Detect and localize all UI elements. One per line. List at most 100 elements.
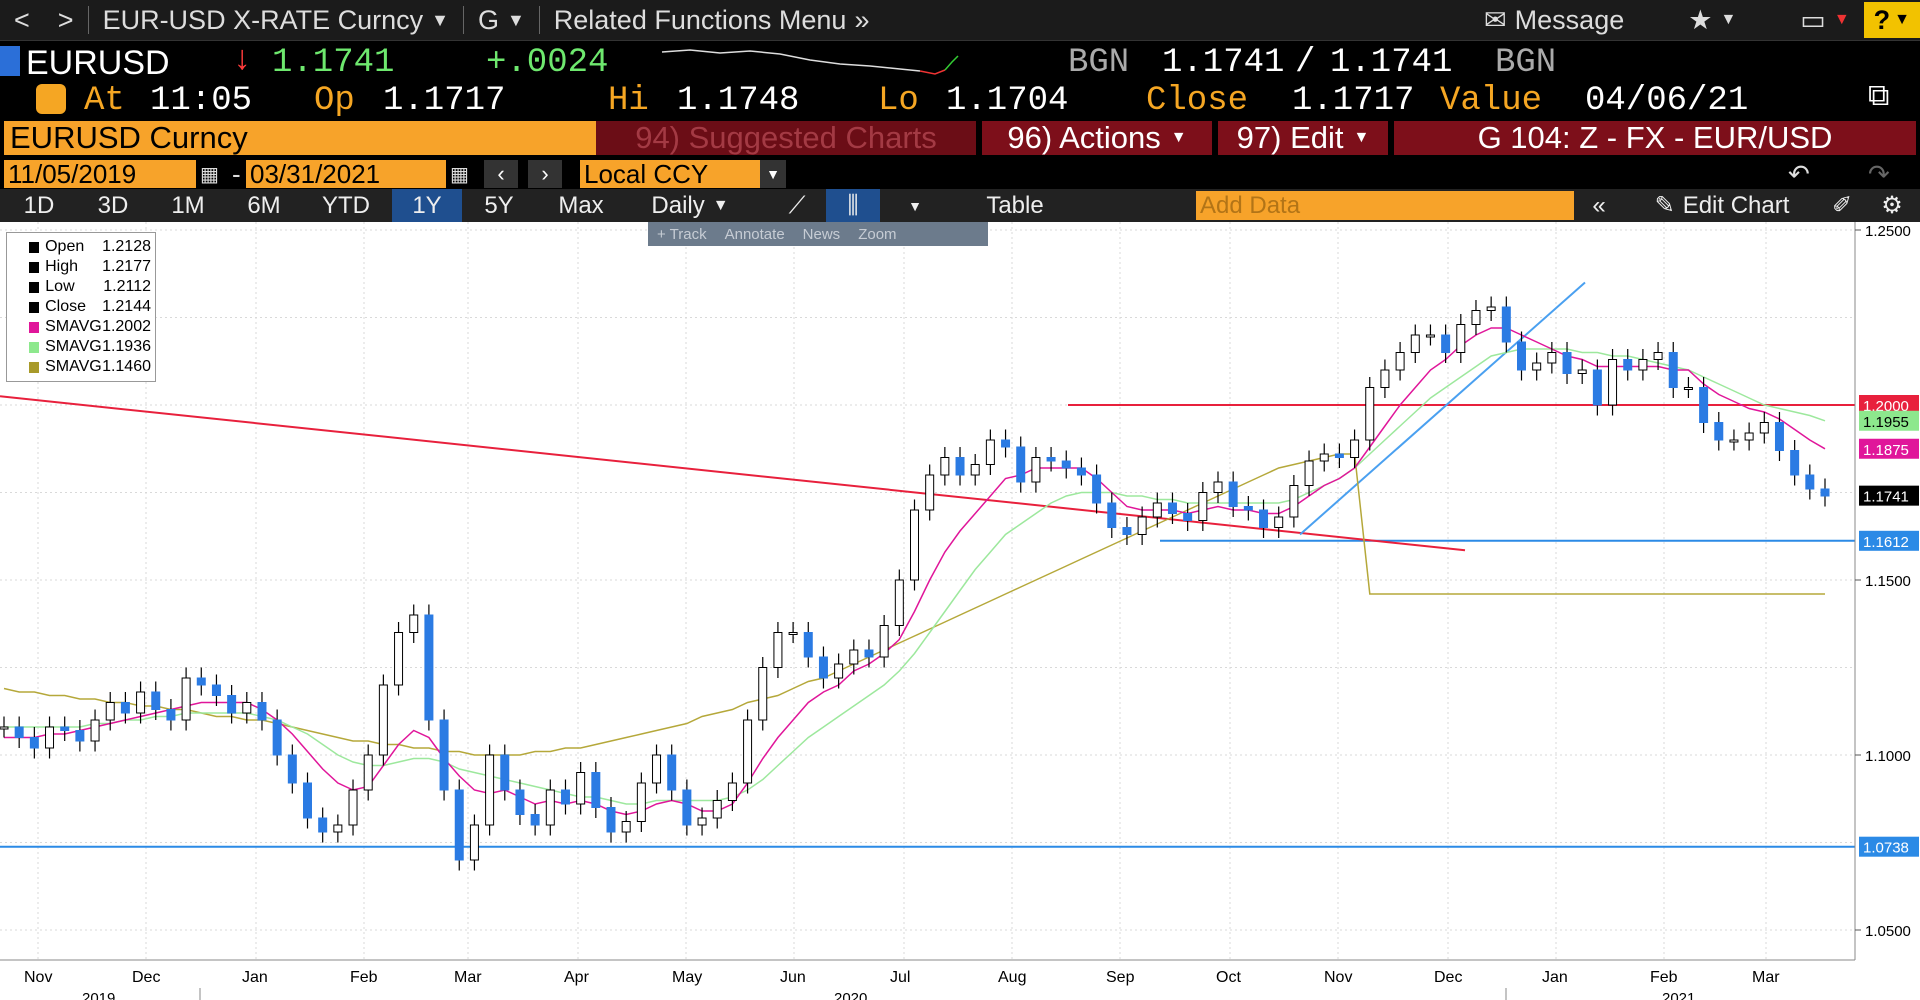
chart-type-caret-icon[interactable]: ▼ bbox=[908, 197, 922, 214]
legend-value: 1.2177 bbox=[102, 258, 151, 275]
year-label: 2019 bbox=[82, 990, 115, 1000]
back-button[interactable]: < bbox=[0, 5, 44, 36]
range-5y[interactable]: 5Y bbox=[466, 189, 532, 222]
forward-button[interactable]: > bbox=[44, 5, 88, 36]
candle-body bbox=[1699, 387, 1709, 423]
candle-body bbox=[758, 667, 768, 721]
low-label: Lo bbox=[878, 82, 919, 120]
candle-body bbox=[560, 789, 570, 805]
annotate-button[interactable]: Annotate bbox=[724, 225, 785, 243]
candle-body bbox=[1547, 352, 1557, 364]
security-label: EURUSD Curncy bbox=[10, 120, 248, 155]
edit-button[interactable]: 97) Edit ▼ bbox=[1218, 120, 1388, 155]
track-button[interactable]: + Track bbox=[657, 225, 707, 243]
chart-canvas[interactable]: 1.25001.15001.10001.05001.20001.19551.18… bbox=[0, 222, 1920, 1000]
security-title-dropdown[interactable]: EUR-USD X-RATE Curncy ▼ bbox=[89, 5, 463, 36]
range-ytd[interactable]: YTD bbox=[304, 189, 388, 222]
candle-body bbox=[211, 684, 221, 696]
line-chart-icon[interactable]: ⟋ bbox=[788, 191, 806, 219]
window-options-button[interactable]: ▭ ▼ bbox=[1786, 5, 1863, 36]
candle-body bbox=[697, 817, 707, 826]
favorites-button[interactable]: ★ ▼ bbox=[1638, 5, 1786, 36]
undo-icon[interactable]: ↶ bbox=[1788, 158, 1810, 189]
caret-down-icon: ▼ bbox=[1894, 11, 1910, 28]
suggested-charts-label: 94) Suggested Charts bbox=[635, 120, 937, 155]
range-1d[interactable]: 1D bbox=[0, 189, 78, 222]
caret-down-icon: ▼ bbox=[1353, 129, 1370, 146]
zoom-button[interactable]: Zoom bbox=[858, 225, 897, 243]
range-1m[interactable]: 1M bbox=[152, 189, 224, 222]
price-chart[interactable]: 1.2500 1.1500 1.1000 1.0500 1.2000 1.1955 1.18… bbox=[0, 222, 1920, 1000]
calendar-icon[interactable]: ▦ bbox=[200, 163, 219, 186]
candle-body bbox=[1243, 506, 1253, 511]
y-tick-label: 1.1000 bbox=[1865, 748, 1911, 765]
frequency-dropdown[interactable]: Daily ▼ bbox=[630, 189, 750, 222]
collapse-icon[interactable]: « bbox=[1592, 191, 1606, 219]
currency-select[interactable]: Local CCY bbox=[580, 159, 760, 189]
suggested-charts-button[interactable]: 94) Suggested Charts bbox=[596, 120, 976, 155]
end-date: 03/31/2021 bbox=[250, 158, 381, 189]
candle-body bbox=[1608, 359, 1618, 406]
related-functions-menu[interactable]: Related Functions Menu » bbox=[540, 5, 884, 36]
gauge-icon bbox=[36, 84, 66, 114]
calendar-icon[interactable]: ▦ bbox=[450, 163, 469, 186]
start-date: 11/05/2019 bbox=[8, 158, 137, 189]
value-label: Value bbox=[1440, 82, 1543, 120]
currency-caret-icon[interactable]: ▼ bbox=[760, 160, 786, 188]
candle-body bbox=[136, 691, 146, 714]
price-tag bbox=[1859, 530, 1919, 551]
candle-body bbox=[105, 702, 115, 721]
next-period-button[interactable]: › bbox=[528, 160, 562, 188]
range-6m[interactable]: 6M bbox=[228, 189, 300, 222]
news-button[interactable]: News bbox=[802, 225, 841, 243]
edit-chart-button[interactable]: ✎ Edit Chart bbox=[1630, 189, 1814, 222]
gear-icon[interactable]: ⚙ bbox=[1881, 192, 1903, 219]
candle-body bbox=[1668, 352, 1678, 388]
help-button[interactable]: ? ▼ bbox=[1863, 2, 1920, 38]
price-tag-label: 1.1875 bbox=[1863, 442, 1909, 459]
price-tag-label: 1.1741 bbox=[1863, 489, 1909, 506]
quote-time: 11:05 bbox=[150, 82, 253, 120]
x-tick-label: Feb bbox=[1650, 969, 1678, 986]
star-icon: ★ bbox=[1688, 4, 1713, 35]
range-max[interactable]: Max bbox=[536, 189, 626, 222]
redo-icon[interactable]: ↷ bbox=[1868, 158, 1890, 189]
chart-name-label: G 104: Z - FX - EUR/USD bbox=[1477, 120, 1833, 155]
range-1y[interactable]: 1Y bbox=[392, 189, 462, 222]
candle-body bbox=[1805, 474, 1815, 490]
range-label: 1M bbox=[171, 191, 205, 219]
candle-chart-icon[interactable]: ⫼ bbox=[826, 189, 880, 222]
legend-swatch bbox=[29, 241, 40, 253]
candle-body bbox=[1137, 516, 1147, 535]
quote-line-1: EURUSD ↓ 1.1741 +.0024 BGN 1.1741 / 1.17… bbox=[0, 42, 1920, 82]
candle-body bbox=[1183, 513, 1193, 521]
menu-divider bbox=[538, 6, 540, 34]
legend-name: SMAVG bbox=[45, 358, 102, 375]
actions-button[interactable]: 96) Actions ▼ bbox=[982, 120, 1212, 155]
candle-body bbox=[1167, 502, 1177, 514]
message-button[interactable]: ✉ Message bbox=[1470, 5, 1638, 36]
prev-period-button[interactable]: ‹ bbox=[484, 160, 518, 188]
candle-body bbox=[287, 754, 297, 784]
end-date-input[interactable]: 03/31/2021 bbox=[246, 158, 446, 189]
range-3d[interactable]: 3D bbox=[78, 189, 148, 222]
edit-notes-icon[interactable]: ✐ bbox=[1831, 192, 1853, 219]
candle-body bbox=[818, 656, 828, 679]
chart-name[interactable]: G 104: Z - FX - EUR/USD bbox=[1394, 120, 1916, 155]
candle-body bbox=[1395, 352, 1405, 371]
legend-value: 1.1460 bbox=[102, 358, 151, 375]
price-tag-label: 1.0738 bbox=[1863, 840, 1909, 857]
legend-name: Low bbox=[45, 278, 75, 295]
candle-body bbox=[378, 684, 388, 756]
candle-body bbox=[1638, 359, 1648, 371]
function-dropdown[interactable]: G ▼ bbox=[464, 5, 539, 36]
candle-body bbox=[120, 702, 130, 714]
table-button[interactable]: Table bbox=[960, 189, 1070, 222]
security-field[interactable]: EURUSD Curncy bbox=[4, 120, 598, 155]
start-date-input[interactable]: 11/05/2019 bbox=[4, 158, 196, 189]
export-icon[interactable]: ⧉ bbox=[1868, 81, 1890, 115]
range-label: 3D bbox=[97, 191, 129, 219]
chart-legend[interactable]: Open 1.2128 High 1.2177 Low 1.2112 Close 1.2… bbox=[6, 232, 156, 382]
add-data-input[interactable]: Add Data bbox=[1196, 191, 1574, 220]
message-label: Message bbox=[1514, 4, 1625, 35]
